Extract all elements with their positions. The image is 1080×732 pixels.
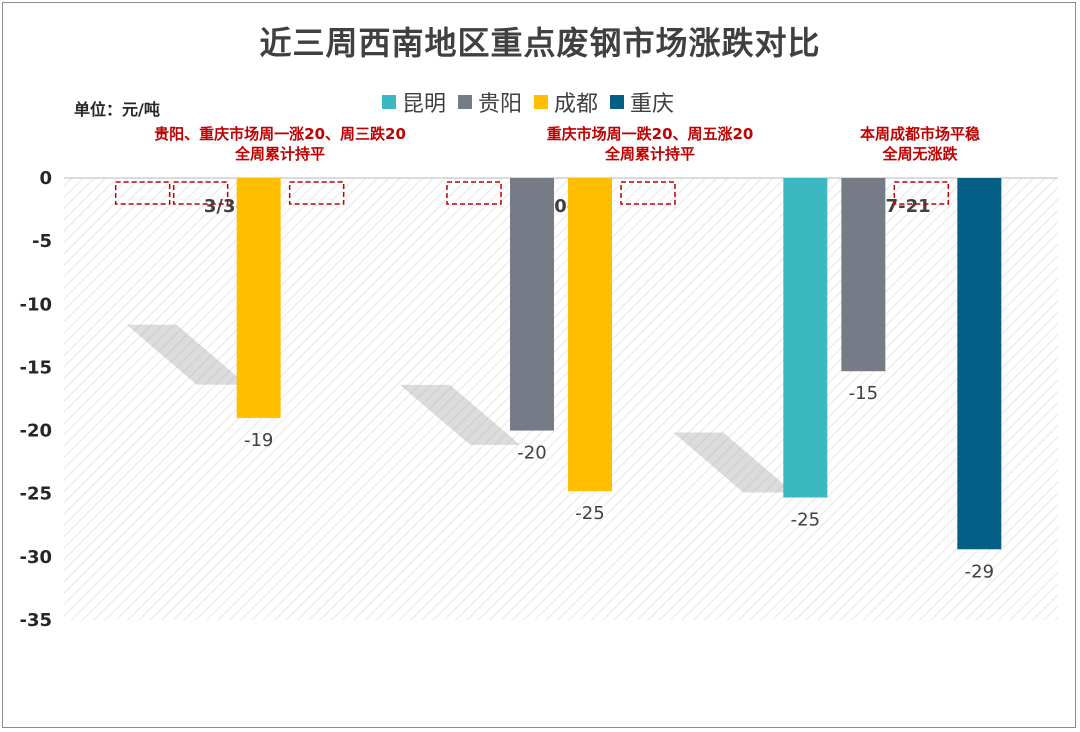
bar	[510, 178, 554, 431]
legend-label-chongqing: 重庆	[630, 92, 675, 117]
zero-change-marker	[288, 181, 345, 205]
y-tick-label: -35	[19, 610, 52, 631]
annotation-week-2-line1: 重庆市场周一跌20、周五涨20	[546, 125, 754, 143]
y-tick-label: -30	[19, 547, 52, 568]
legend-item-chengdu: 成都	[534, 86, 598, 118]
legend-label-kunming: 昆明	[402, 92, 447, 117]
zero-change-marker	[620, 181, 676, 205]
data-label: -15	[849, 383, 878, 404]
legend-item-chongqing: 重庆	[610, 86, 674, 118]
legend-swatch-chengdu	[534, 95, 549, 109]
legend-swatch-chongqing	[610, 95, 625, 109]
annotation-week-1-line1: 贵阳、重庆市场周一涨20、周三跌20	[154, 125, 406, 143]
y-tick-label: 0	[39, 168, 52, 189]
bar-shadow	[400, 384, 520, 445]
bar	[841, 178, 886, 372]
legend-item-kunming: 昆明	[382, 86, 446, 118]
data-label: -20	[517, 443, 546, 464]
plot-area-background	[64, 178, 1058, 620]
legend-item-guiyang: 贵阳	[458, 86, 522, 118]
annotation-week-2: 重庆市场周一跌20、周五涨20 全周累计持平	[500, 124, 800, 164]
y-tick-label: -10	[19, 294, 52, 315]
bar	[957, 178, 1002, 550]
zero-change-marker	[114, 181, 171, 205]
y-tick-label: -5	[32, 231, 52, 252]
annotation-week-3-line2: 全周无涨跌	[882, 145, 958, 163]
zero-change-marker	[893, 181, 950, 205]
legend-swatch-kunming	[382, 95, 396, 109]
annotation-week-3-line1: 本周成都市场平稳	[859, 125, 980, 143]
y-tick-label: -25	[19, 484, 52, 505]
bar	[783, 178, 828, 498]
chart-title: 近三周西南地区重点废钢市场涨跌对比	[259, 24, 821, 62]
data-label: -25	[575, 503, 604, 524]
annotation-week-1: 贵阳、重庆市场周一涨20、周三跌20 全周累计持平	[130, 124, 430, 164]
annotation-week-2-line2: 全周累计持平	[604, 145, 695, 163]
zero-change-marker	[172, 181, 229, 205]
data-label: -25	[791, 510, 820, 531]
legend-label-chengdu: 成都	[554, 92, 599, 117]
annotation-week-3: 本周成都市场平稳 全周无涨跌	[790, 124, 1050, 164]
legend-label-guiyang: 贵阳	[478, 92, 523, 117]
bar	[568, 178, 612, 492]
data-label: -29	[965, 561, 994, 582]
bar-shadow	[126, 324, 247, 385]
legend-swatch-guiyang	[458, 95, 473, 109]
zero-change-marker	[446, 181, 502, 205]
y-tick-label: -20	[19, 421, 52, 442]
bar-shadow	[673, 432, 794, 493]
annotation-week-1-line2: 全周累计持平	[234, 145, 325, 163]
bar	[236, 178, 281, 418]
y-tick-label: -15	[19, 357, 52, 378]
legend: 昆明 贵阳 成都 重庆	[382, 86, 686, 118]
data-label: -19	[244, 430, 273, 451]
unit-label: 单位：元/吨	[74, 100, 160, 119]
